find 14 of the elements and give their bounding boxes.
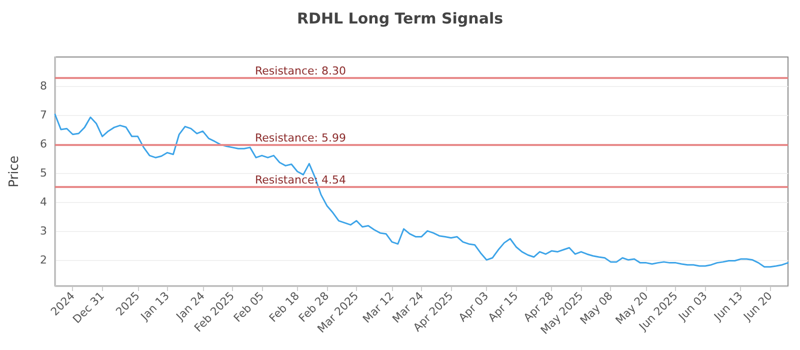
y-tick-label: 3: [40, 224, 47, 238]
y-tick-label: 7: [40, 108, 47, 122]
y-tick-label: 8: [40, 79, 47, 92]
y-tick-label: 5: [40, 166, 47, 180]
x-tick-label: Jan 13: [138, 289, 172, 324]
y-tick-label: 2: [40, 253, 47, 266]
ref-line-label: Resistance: 5.99: [255, 131, 346, 144]
line-series: [54, 114, 789, 268]
y-tick-label: 6: [40, 137, 47, 150]
chart-title: RDHL Long Term Signals: [296, 10, 504, 28]
y-tick-label: 4: [40, 195, 47, 208]
y-axis-title: Price: [7, 156, 22, 188]
x-tick-label: Jun 03: [675, 289, 710, 324]
ref-line-label: Resistance: 8.30: [255, 64, 346, 78]
